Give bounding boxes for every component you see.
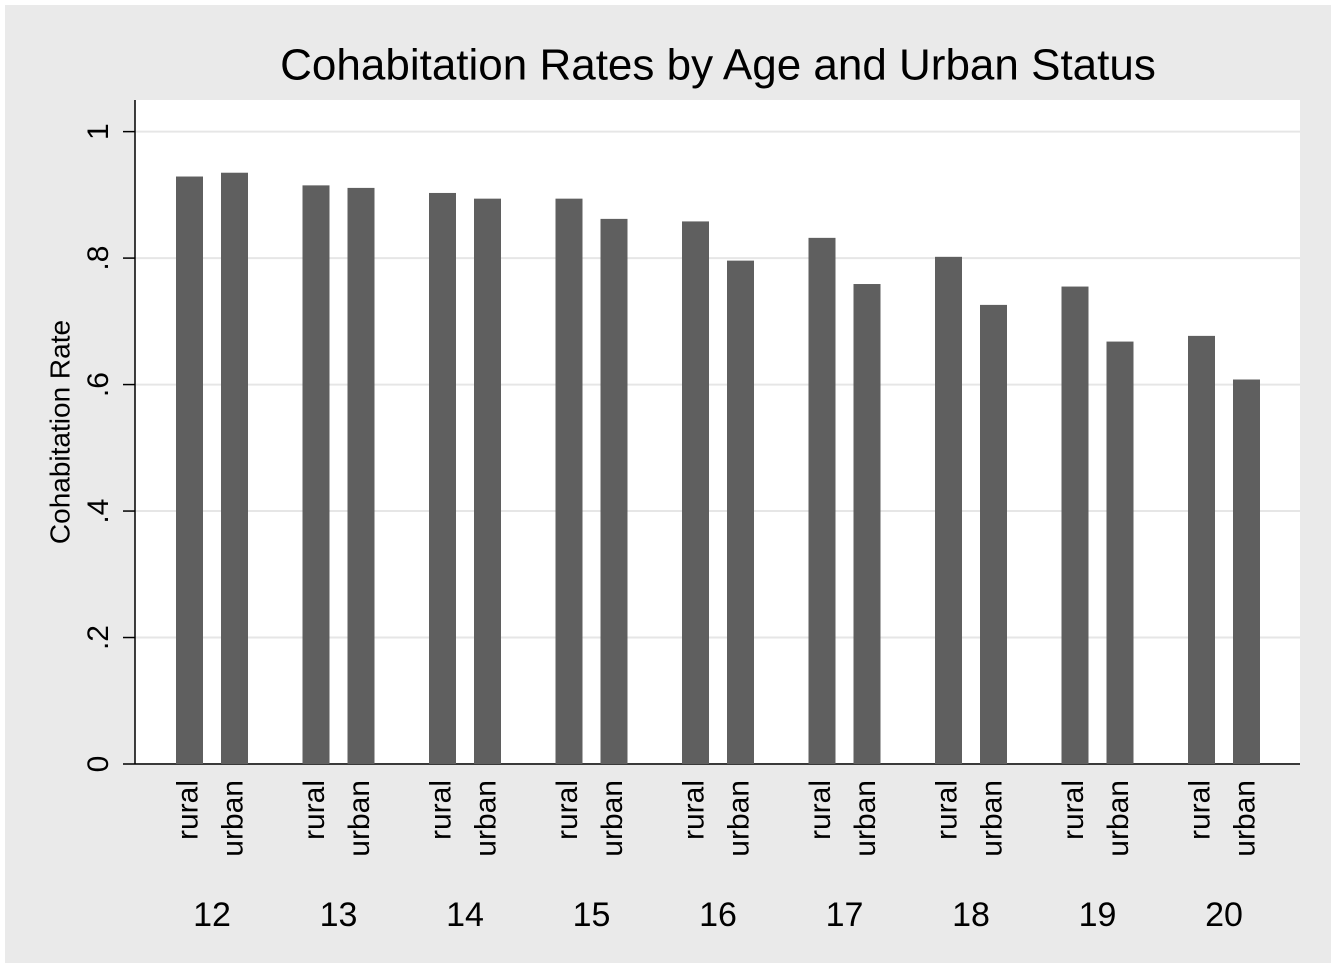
x-sub-label: rural (298, 780, 331, 840)
bar (1061, 286, 1089, 764)
x-sub-label: rural (804, 780, 837, 840)
x-sub-label: urban (849, 780, 882, 857)
x-sub-label: urban (596, 780, 629, 857)
chart-title: Cohabitation Rates by Age and Urban Stat… (280, 41, 1156, 90)
x-group-label: 17 (826, 896, 864, 934)
x-sub-label: rural (1183, 780, 1216, 840)
x-sub-label: urban (722, 780, 755, 857)
x-group-label: 19 (1079, 896, 1117, 934)
x-group-label: 15 (573, 896, 611, 934)
bar (853, 284, 881, 764)
x-sub-label: rural (930, 780, 963, 840)
bar (682, 221, 709, 765)
x-group-label: 14 (446, 896, 484, 934)
x-sub-label: urban (1228, 780, 1261, 857)
x-sub-label: urban (343, 780, 376, 857)
bar (1106, 341, 1134, 764)
x-sub-label: rural (171, 780, 204, 840)
y-tick-label: 0 (82, 756, 115, 773)
bar (474, 198, 501, 764)
bar (727, 260, 754, 764)
bar (176, 176, 203, 765)
bar (1233, 379, 1260, 764)
x-group-label: 12 (193, 896, 231, 934)
x-group-label: 18 (952, 896, 990, 934)
x-group-label: 20 (1205, 896, 1243, 934)
y-axis-title: Cohabitation Rate (44, 320, 75, 544)
bar (1188, 335, 1215, 764)
y-tick-label: .8 (82, 246, 115, 271)
bar (600, 218, 628, 764)
x-sub-label: urban (216, 780, 249, 857)
bar (555, 198, 583, 764)
x-group-label: 16 (699, 896, 737, 934)
x-sub-label: rural (677, 780, 710, 840)
y-tick-label: .4 (82, 499, 115, 524)
x-sub-label: rural (424, 780, 457, 840)
bar (302, 185, 330, 764)
y-tick-label: 1 (82, 123, 115, 140)
bar (935, 256, 962, 764)
y-tick-label: .2 (82, 625, 115, 650)
bar (808, 237, 836, 764)
bar (221, 172, 248, 764)
bar (347, 187, 375, 765)
bar (980, 304, 1007, 764)
x-group-label: 13 (320, 896, 358, 934)
y-tick-label: .6 (82, 372, 115, 397)
x-sub-label: urban (1102, 780, 1135, 857)
x-sub-label: urban (469, 780, 502, 857)
bar (429, 192, 456, 764)
x-sub-label: rural (551, 780, 584, 840)
x-sub-label: urban (975, 780, 1008, 857)
x-sub-label: rural (1057, 780, 1090, 840)
